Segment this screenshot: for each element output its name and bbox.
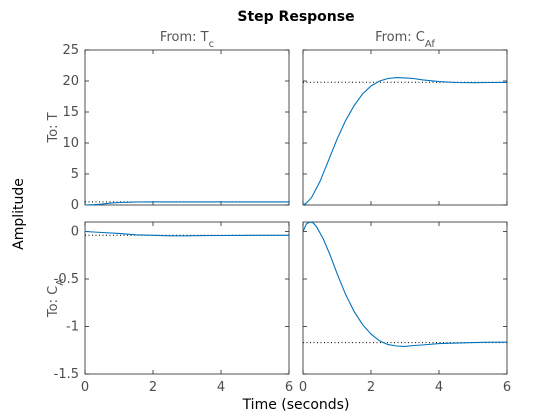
plot-frame [302,221,508,375]
step-response-line [302,221,507,347]
x-tick-label: 2 [367,380,375,395]
figure-title: Step Response [237,9,354,25]
x-tick-label: 6 [503,380,511,395]
step-response-line [84,230,289,237]
subplot-4: 0 2 4 6 [299,221,511,395]
y-tick-label: -0.5 [54,272,79,287]
subplot-1: 0 5 10 15 20 25 [62,43,290,213]
row-label-1: To: T [46,112,61,143]
plot-frame [84,49,290,206]
x-axis-label: Time (seconds) [242,397,350,413]
y-tick-label: 0 [71,198,79,213]
y-tick-label: 25 [62,43,79,58]
step-response-line [84,201,289,206]
y-tick-label: -1.5 [54,367,79,382]
column-title-2: From: CAf [375,30,435,50]
y-tick-label: 5 [71,167,79,182]
y-tick-label: 15 [62,105,79,120]
x-tick-label: 0 [299,380,307,395]
x-tick-label: 2 [149,380,157,395]
step-response-line [302,77,508,206]
row-label-2: To: CA [46,279,66,318]
x-tick-label: 0 [81,380,89,395]
subplot-3: 0 2 4 6 -1.5 -1 -0.5 0 [54,221,293,395]
y-tick-label: -1 [66,320,79,335]
x-tick-label: 6 [285,380,293,395]
subplot-2 [302,49,508,206]
plot-frame [84,221,290,375]
y-axis-label: Amplitude [11,178,27,250]
plot-frame [302,49,508,206]
y-tick-label: 0 [71,225,79,240]
y-tick-label: 20 [62,74,79,89]
y-tick-label: 10 [62,136,79,151]
x-tick-label: 4 [435,380,443,395]
column-title-1: From: Tc [160,30,214,50]
x-tick-label: 4 [217,380,225,395]
